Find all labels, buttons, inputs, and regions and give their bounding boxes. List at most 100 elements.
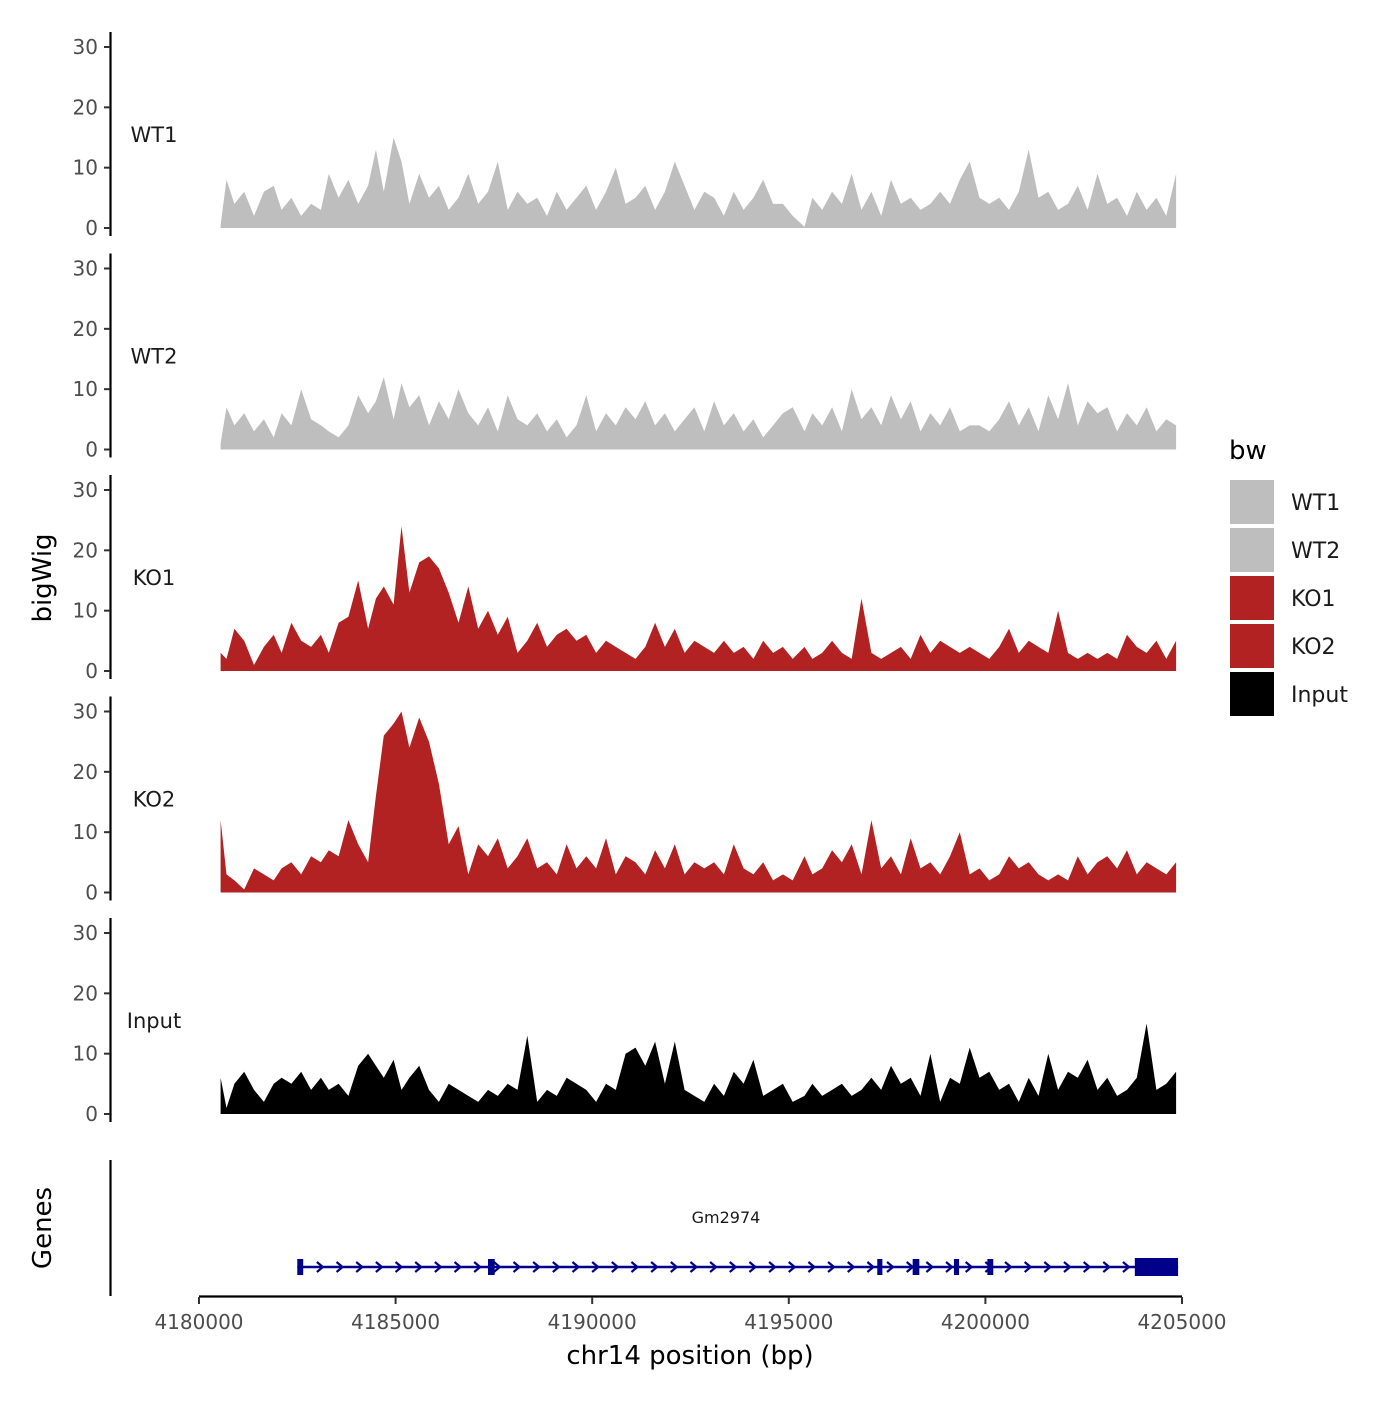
x-axis-title: chr14 position (bp) <box>566 1341 813 1371</box>
legend-label: Input <box>1291 683 1348 708</box>
track-label-wt2: WT2 <box>131 345 178 369</box>
gene-exon <box>297 1259 304 1275</box>
bigwig-tracks: 0 10 20 30 WT1 0 10 20 30 WT2 0 10 20 30 KO1 0 10 20 30 KO2… <box>73 32 1177 1126</box>
strand-arrow-icon <box>1004 1261 1013 1273</box>
legend-item-input: Input <box>1230 672 1348 716</box>
legend-item-wt2: WT2 <box>1230 528 1340 572</box>
y-tick-label: 0 <box>85 216 98 240</box>
y-tick-label: 10 <box>73 156 98 180</box>
strand-arrow-icon <box>453 1261 463 1273</box>
strand-arrow-icon <box>434 1261 443 1273</box>
strand-arrow-icon <box>1023 1261 1033 1273</box>
legend-swatch <box>1230 528 1274 572</box>
y-tick-label: 10 <box>73 377 98 401</box>
y-tick-label: 30 <box>73 700 98 724</box>
gene-model <box>297 1258 1179 1276</box>
area-input <box>220 1023 1177 1114</box>
strand-arrow-icon <box>945 1261 954 1273</box>
strand-arrow-icon <box>394 1261 404 1273</box>
track-label-ko1: KO1 <box>133 566 176 590</box>
y-tick-label: 0 <box>85 881 98 905</box>
legend-item-wt1: WT1 <box>1230 480 1340 524</box>
track-ko2: 0 10 20 30 KO2 <box>73 696 1177 905</box>
y-tick-label: 20 <box>73 760 98 784</box>
x-tick-label: 4200000 <box>941 1310 1030 1334</box>
strand-arrow-icon <box>591 1261 600 1273</box>
area-ko1 <box>220 526 1177 671</box>
strand-arrow-icon <box>473 1261 482 1273</box>
strand-arrow-icon <box>866 1261 876 1273</box>
strand-arrow-icon <box>414 1261 423 1273</box>
gene-exon <box>953 1259 960 1275</box>
y-tick-label: 20 <box>73 538 98 562</box>
gene-exon <box>987 1259 994 1275</box>
strand-arrow-icon <box>1063 1261 1072 1273</box>
y-tick-label: 30 <box>73 921 98 945</box>
strand-arrow-icon <box>689 1261 699 1273</box>
strand-arrow-icon <box>670 1261 679 1273</box>
y-tick-label: 0 <box>85 438 98 462</box>
legend-title: bw <box>1229 436 1267 466</box>
gene-exon <box>1134 1258 1179 1276</box>
track-wt1: 0 10 20 30 WT1 <box>73 32 1177 240</box>
strand-arrow-icon <box>886 1261 895 1273</box>
x-axis: 4180000 4185000 4190000 4195000 4200000 42050… <box>154 1295 1227 1371</box>
strand-arrow-icon <box>748 1261 758 1273</box>
gene-exon <box>912 1259 920 1275</box>
strand-arrow-icon <box>512 1261 522 1273</box>
y-tick-label: 10 <box>73 599 98 623</box>
y-tick-label: 30 <box>73 35 98 59</box>
x-tick-label: 4180000 <box>154 1310 243 1334</box>
y-tick-label: 30 <box>73 257 98 281</box>
area-ko2 <box>220 711 1177 893</box>
y-tick-label: 10 <box>73 1042 98 1066</box>
strand-arrow-icon <box>847 1261 856 1273</box>
y-axis-title: bigWig <box>28 533 58 622</box>
x-ticks: 4180000 4185000 4190000 4195000 4200000 42050… <box>154 1297 1227 1334</box>
strand-arrow-icon <box>630 1261 640 1273</box>
legend-swatch <box>1230 672 1274 716</box>
y-tick-label: 30 <box>73 478 98 502</box>
y-tick-label: 20 <box>73 95 98 119</box>
legend-label: KO1 <box>1291 587 1336 612</box>
legend-item-ko1: KO1 <box>1230 576 1336 620</box>
strand-arrow-icon <box>729 1261 738 1273</box>
track-label-wt1: WT1 <box>131 123 178 147</box>
strand-arrow-icon <box>1082 1261 1092 1273</box>
strand-arrow-icon <box>335 1261 345 1273</box>
y-tick-label: 20 <box>73 317 98 341</box>
legend-swatch <box>1230 624 1274 668</box>
area-wt1 <box>220 137 1177 228</box>
strand-arrow-icon <box>768 1261 777 1273</box>
strand-arrow-icon <box>807 1261 817 1273</box>
legend-label: WT2 <box>1291 539 1340 564</box>
gene-exon <box>488 1259 495 1275</box>
legend-label: WT1 <box>1291 491 1340 516</box>
strand-arrow-icon <box>571 1261 581 1273</box>
y-tick-label: 0 <box>85 1102 98 1126</box>
legend-swatch <box>1230 480 1274 524</box>
strand-arrow-icon <box>1102 1261 1112 1273</box>
legend-items: WT1 WT2 KO1 KO2 Input <box>1230 480 1348 716</box>
x-tick-label: 4195000 <box>744 1310 833 1334</box>
y-tick-label: 0 <box>85 659 98 683</box>
strand-arrow-icon <box>1043 1261 1053 1273</box>
track-wt2: 0 10 20 30 WT2 <box>73 253 1177 462</box>
track-label-ko2: KO2 <box>133 788 176 812</box>
gene-label: Gm2974 <box>692 1208 761 1227</box>
strand-arrow-icon <box>552 1261 561 1273</box>
strand-arrow-icon <box>532 1261 541 1273</box>
x-tick-label: 4205000 <box>1137 1310 1226 1334</box>
track-label-input: Input <box>127 1009 181 1033</box>
strand-arrow-icon <box>375 1261 384 1273</box>
legend-label: KO2 <box>1291 635 1336 660</box>
y-tick-label: 10 <box>73 820 98 844</box>
strand-arrow-icon <box>650 1261 659 1273</box>
gene-exon <box>877 1259 883 1275</box>
strand-arrow-icon <box>925 1261 935 1273</box>
strand-arrow-icon <box>355 1261 364 1273</box>
legend-item-ko2: KO2 <box>1230 624 1336 668</box>
track-ko1: 0 10 20 30 KO1 <box>73 475 1177 683</box>
